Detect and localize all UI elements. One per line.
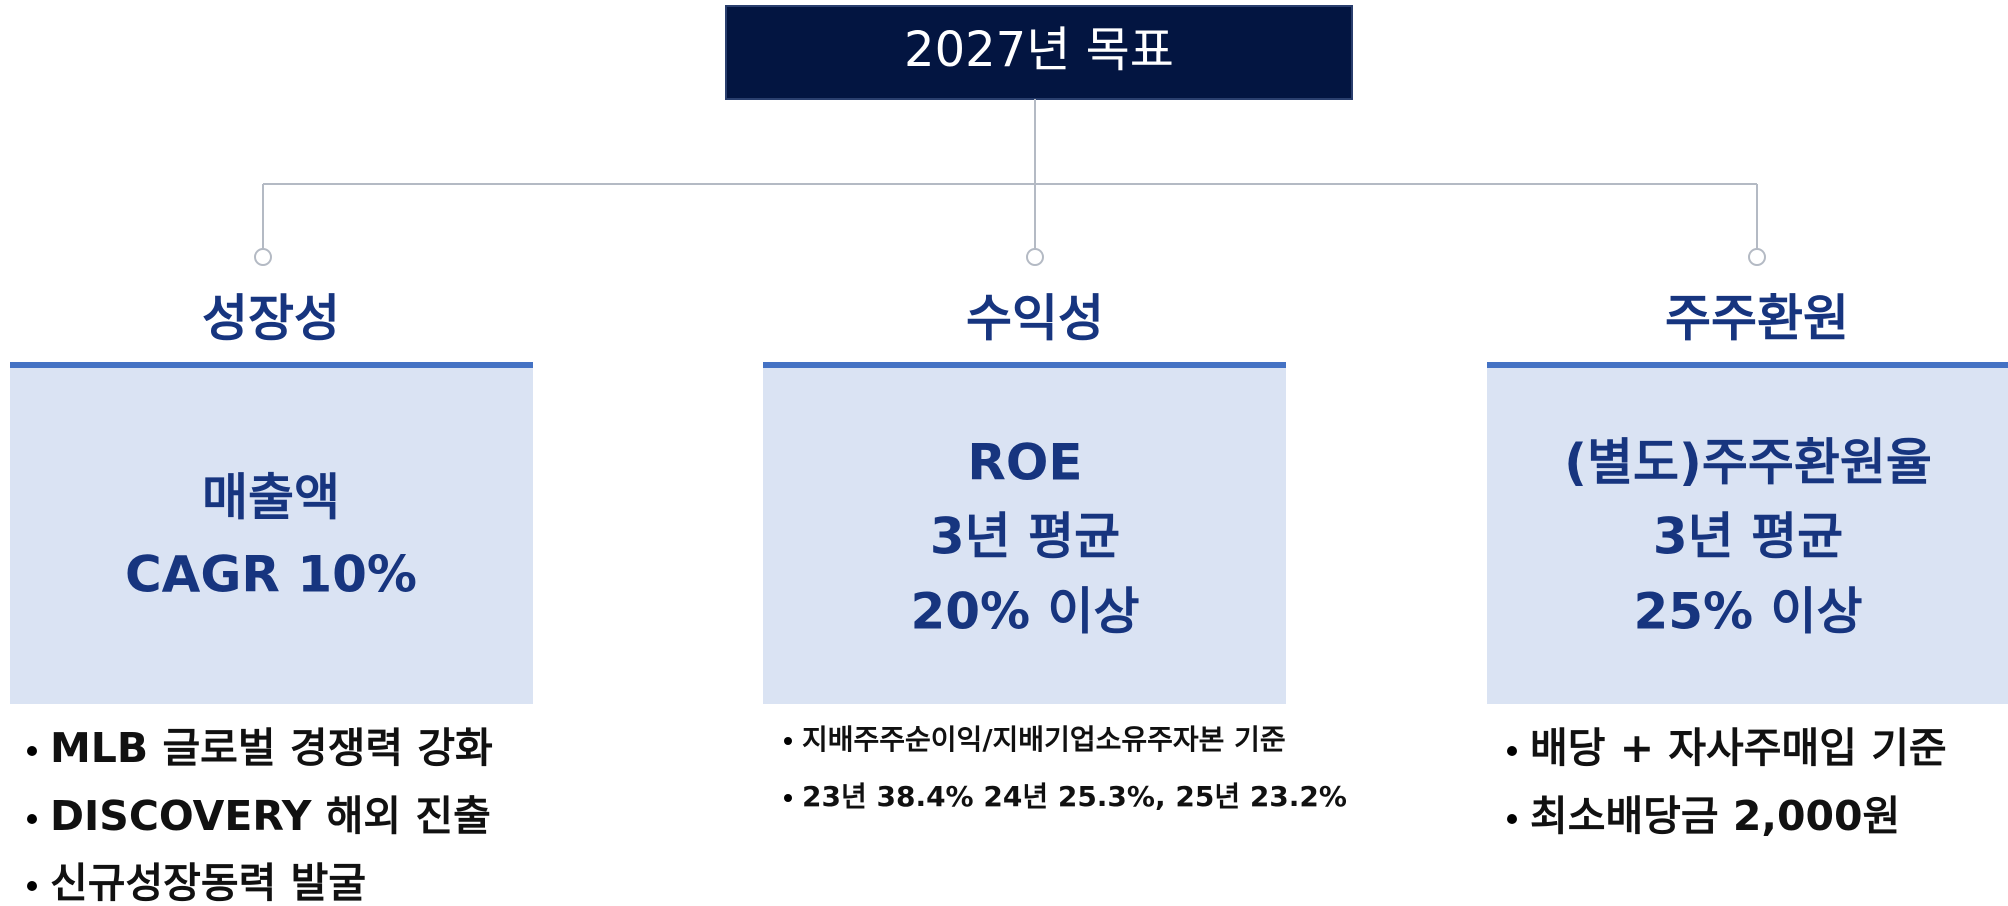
bullet-dot	[784, 737, 792, 745]
bullet-text: 신규성장동력 발굴	[50, 859, 366, 906]
column-heading: 수익성	[966, 290, 1104, 348]
bullet-text: MLB 글로벌 경쟁력 강화	[50, 724, 493, 772]
goal-text: (별도)주주환원율	[1564, 434, 1932, 492]
goal-text: 3년 평균	[1653, 508, 1843, 566]
goal-box	[1487, 362, 2008, 704]
title-box	[725, 5, 1353, 100]
goal-text: ROE	[967, 434, 1082, 492]
goal-box-border	[1487, 362, 2008, 368]
goal-text: 20% 이상	[910, 583, 1139, 641]
bullet-text: 지배주주순이익/지배기업소유주자본 기준	[802, 723, 1286, 756]
goal-text: 3년 평균	[930, 508, 1120, 566]
bullet-text: DISCOVERY 해외 진출	[50, 792, 491, 840]
bullet-text: 최소배당금 2,000원	[1530, 792, 1900, 840]
goal-box	[763, 362, 1286, 704]
column-heading: 성장성	[202, 290, 340, 348]
goal-text: CAGR 10%	[125, 546, 417, 604]
goal-box-border	[10, 362, 533, 368]
bullet-dot	[27, 814, 37, 824]
bullet-dot	[1507, 746, 1517, 756]
node-dot	[1748, 248, 1766, 266]
bullet-dot	[784, 794, 792, 802]
goal-box-border	[763, 362, 1286, 368]
title: 2027년 목표	[904, 22, 1174, 78]
node-dot	[254, 248, 272, 266]
goal-box	[10, 362, 533, 704]
bullet-dot	[27, 881, 37, 891]
bullet-text: 23년 38.4% 24년 25.3%, 25년 23.2%	[802, 780, 1347, 813]
bullet-dot	[27, 746, 37, 756]
bullet-dot	[1507, 814, 1517, 824]
goal-text: 매출액	[202, 469, 340, 527]
node-dot	[1026, 248, 1044, 266]
connectors	[254, 99, 1766, 266]
bullet-text: 배당 + 자사주매입 기준	[1530, 724, 1947, 772]
goal-text: 25% 이상	[1633, 583, 1862, 641]
column-heading: 주주환원	[1665, 290, 1849, 348]
